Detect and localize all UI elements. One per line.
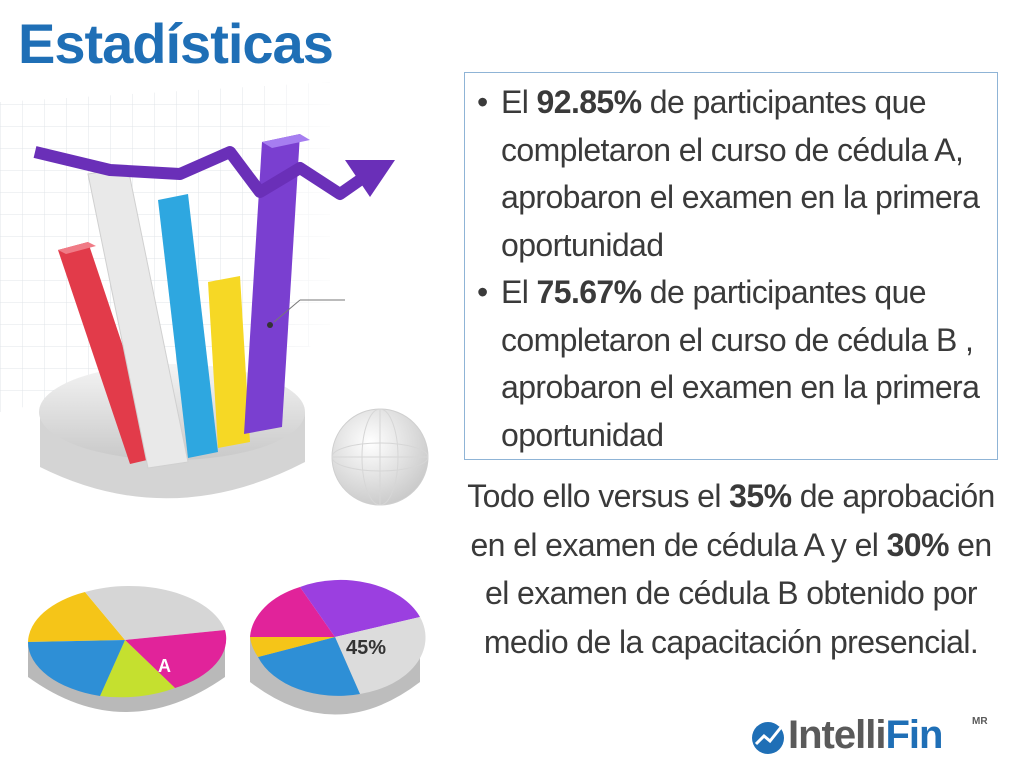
summary-text-2: de aprobación en el examen de cédula A y… — [470, 478, 995, 563]
summary-value-cedula-a: 35% — [729, 478, 792, 514]
slide-title: Estadísticas — [18, 12, 334, 75]
bar-blue — [158, 194, 218, 458]
pie-chart-right: 45% — [250, 579, 426, 715]
logo-registered-mark: MR — [972, 716, 988, 727]
logo-mark-icon — [752, 722, 786, 754]
bullet-a-text: de participantes que completaron el curs… — [501, 84, 980, 263]
pie-left-label: A — [158, 656, 171, 676]
summary-text-3: en el examen de cédula B obtenido por me… — [483, 526, 992, 660]
pie-right-label: 45% — [346, 637, 386, 659]
logo-text-fin: Fin — [885, 713, 943, 757]
bar-red — [58, 242, 160, 464]
summary-paragraph: Todo ello versus el 35% de aprobación en… — [456, 472, 1006, 666]
summary-text-1: Todo ello versus el — [467, 478, 730, 514]
bar-yellow — [208, 276, 250, 448]
statistics-bullet-box: El 92.85% de participantes que completar… — [464, 72, 998, 460]
bullet-a-prefix: El — [501, 84, 537, 120]
logo-text: IntelliFin — [788, 710, 943, 760]
statistics-illustration: A 45% — [0, 82, 429, 715]
logo-text-intelli: Intelli — [788, 713, 886, 757]
intellifin-logo: IntelliFin MR — [750, 708, 990, 764]
bullet-b-prefix: El — [501, 274, 537, 310]
bullet-a-percentage: 92.85% — [536, 84, 643, 120]
bar-purple — [244, 134, 345, 434]
pie-chart-left: A — [27, 585, 227, 712]
statistics-bullet-list: El 92.85% de participantes que completar… — [475, 79, 989, 459]
globe-sphere — [331, 408, 429, 506]
bullet-item-cedula-b: El 75.67% de participantes que completar… — [475, 269, 989, 459]
bullet-b-text: de participantes que completaron el curs… — [501, 274, 980, 453]
growth-arrow — [33, 146, 395, 200]
summary-value-cedula-b: 30% — [886, 526, 950, 563]
bullet-b-percentage: 75.67% — [536, 274, 643, 310]
bullet-item-cedula-a: El 92.85% de participantes que completar… — [475, 79, 989, 269]
